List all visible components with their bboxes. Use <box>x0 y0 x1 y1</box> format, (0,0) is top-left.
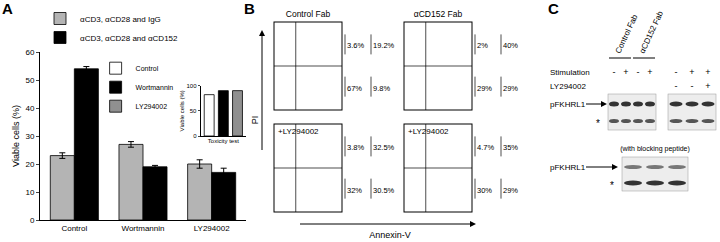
svg-text:*: * <box>596 118 600 129</box>
svg-text:LY294002: LY294002 <box>194 224 230 233</box>
svg-text:+: + <box>623 67 628 77</box>
svg-text:32.5%: 32.5% <box>373 143 395 152</box>
svg-text:40%: 40% <box>503 41 518 50</box>
svg-text:19.2%: 19.2% <box>373 41 395 50</box>
svg-text:-: - <box>675 67 678 77</box>
svg-text:32%: 32% <box>347 186 362 195</box>
svg-text:9.8%: 9.8% <box>373 84 390 93</box>
svg-text:20: 20 <box>25 160 34 169</box>
svg-text:+LY294002: +LY294002 <box>408 127 449 136</box>
svg-text:29%: 29% <box>503 186 518 195</box>
svg-text:Wortmannin: Wortmannin <box>136 84 174 91</box>
svg-text:Viable cells (%): Viable cells (%) <box>11 105 21 167</box>
svg-text:29%: 29% <box>477 84 492 93</box>
svg-text:Annexin-V: Annexin-V <box>369 230 411 240</box>
svg-text:30%: 30% <box>477 186 492 195</box>
svg-text:Control Fab: Control Fab <box>286 9 331 19</box>
svg-text:+LY294002: +LY294002 <box>278 127 319 136</box>
svg-text:0: 0 <box>30 216 35 225</box>
svg-text:3.6%: 3.6% <box>347 41 364 50</box>
svg-text:(with blocking peptide): (with blocking peptide) <box>620 145 690 153</box>
svg-text:2%: 2% <box>477 41 488 50</box>
svg-text:Viable cells (%): Viable cells (%) <box>179 90 185 131</box>
svg-text:40: 40 <box>25 104 34 113</box>
svg-text:+: + <box>647 67 652 77</box>
svg-text:29%: 29% <box>503 84 518 93</box>
svg-text:67%: 67% <box>347 84 362 93</box>
svg-text:pFKHRL1: pFKHRL1 <box>550 100 586 109</box>
svg-text:50: 50 <box>25 76 34 85</box>
svg-text:4.7%: 4.7% <box>477 143 494 152</box>
svg-text:50: 50 <box>190 108 197 114</box>
svg-text:-: - <box>637 67 640 77</box>
svg-text:-: - <box>613 67 616 77</box>
svg-text:*: * <box>610 180 614 191</box>
svg-text:30.5%: 30.5% <box>373 186 395 195</box>
svg-text:+: + <box>705 81 710 91</box>
svg-text:Toxicity test: Toxicity test <box>208 138 239 144</box>
svg-text:+: + <box>689 67 694 77</box>
svg-text:3.8%: 3.8% <box>347 143 364 152</box>
svg-text:60: 60 <box>25 48 34 57</box>
svg-text:Control: Control <box>136 65 159 72</box>
svg-text:αCD3, αCD28 and αCD152: αCD3, αCD28 and αCD152 <box>80 34 178 43</box>
svg-text:-: - <box>691 81 694 91</box>
svg-text:+: + <box>705 67 710 77</box>
svg-text:10: 10 <box>25 188 34 197</box>
svg-text:Wortmannin: Wortmannin <box>122 224 165 233</box>
svg-text:αCD152 Fab: αCD152 Fab <box>414 9 463 19</box>
svg-text:αCD3, αCD28 and IgG: αCD3, αCD28 and IgG <box>80 15 161 24</box>
svg-text:pFKHRL1: pFKHRL1 <box>550 163 586 172</box>
svg-text:αCD152 Fab: αCD152 Fab <box>638 9 666 55</box>
html-text:C: C <box>548 0 559 17</box>
svg-text:-: - <box>675 81 678 91</box>
svg-text:35%: 35% <box>503 143 518 152</box>
svg-text:LY294002: LY294002 <box>136 103 168 110</box>
svg-text:Stimulation: Stimulation <box>550 68 590 77</box>
svg-text:0: 0 <box>193 133 197 139</box>
html-text:B: B <box>244 0 255 17</box>
html-text:A: A <box>2 0 13 17</box>
svg-text:Control: Control <box>61 224 87 233</box>
svg-text:Control Fab: Control Fab <box>614 13 640 55</box>
svg-text:30: 30 <box>25 132 34 141</box>
svg-text:PI: PI <box>250 116 260 125</box>
svg-text:100: 100 <box>186 83 197 89</box>
svg-text:LY294002: LY294002 <box>550 82 586 91</box>
